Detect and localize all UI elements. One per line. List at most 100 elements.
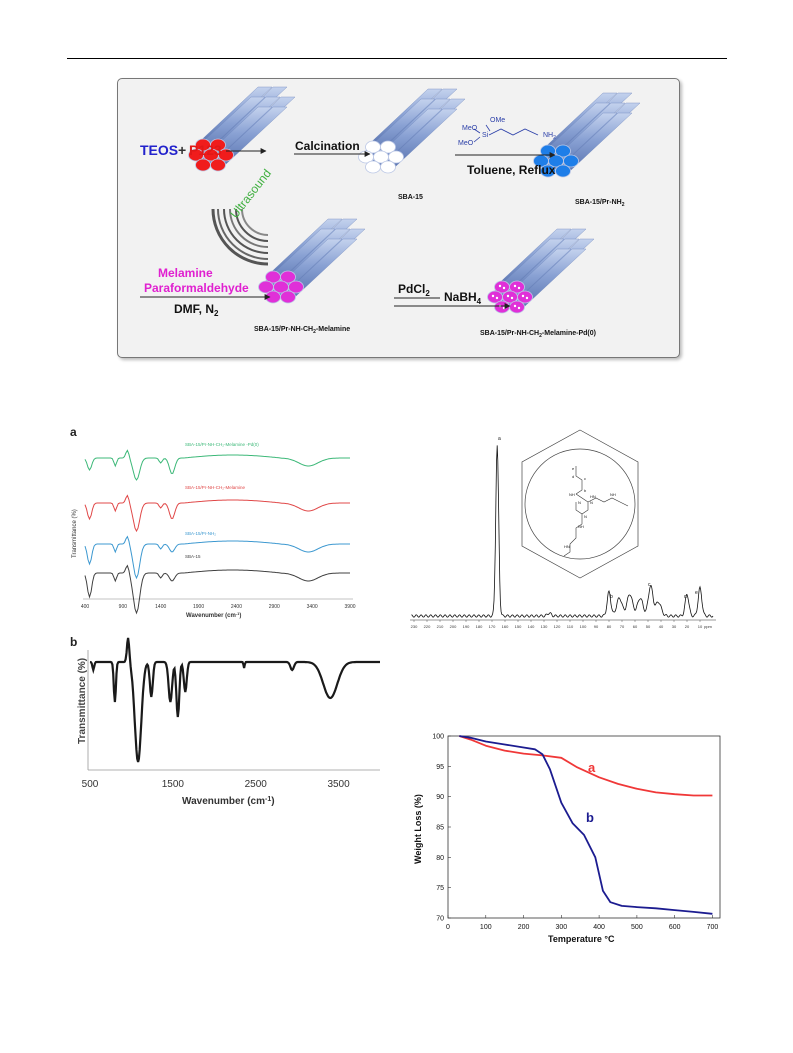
pore-end [555, 164, 571, 178]
tga-x-tick-label: 300 [555, 924, 567, 931]
tga-y-tick-label: 75 [436, 885, 444, 892]
tga-y-tick-label: 100 [432, 734, 444, 741]
nmr-structure-inset: e d c b NH N N N HN NH NH HN [521, 429, 639, 579]
pore-end [365, 160, 381, 174]
ftir-a-series-label-2: SBA-15/Pr-NH-CH₂-Melamine [185, 485, 246, 490]
svg-text:NH2: NH2 [543, 132, 556, 141]
nmr-x-tick-label: 10 [698, 624, 703, 629]
nmr-spectrum-panel: 230 220 210 200 190 180 170 160 150 140 130 120 110 1… [410, 429, 716, 629]
pore-end [563, 154, 579, 168]
ftir-a-x-tick-label: 3400 [307, 604, 318, 610]
ftir-a-series-label-4: SBA-15 [185, 554, 201, 559]
tga-x-tick-label: 0 [446, 924, 450, 931]
ftir-b-spectrum-line [89, 637, 380, 763]
nmr-x-tick-label: 220 [424, 624, 431, 629]
silane-structure: OMe MeO Si MeO NH2 [458, 117, 556, 147]
rod-bundle-melamine [258, 218, 366, 304]
nmr-spectrum-line [411, 445, 714, 618]
nmr-x-tick-label: 30 [672, 624, 677, 629]
ftir-a-x-tick-label: 1900 [193, 604, 204, 610]
nabh4-text: NaBH4 [444, 290, 482, 306]
svg-text:MeO: MeO [458, 140, 474, 147]
nmr-x-tick-label: 50 [646, 624, 651, 629]
tga-xlabel: Temperature °C [548, 934, 615, 944]
nmr-peak-label-b: b [610, 594, 613, 600]
nmr-x-tick-label: 200 [450, 624, 457, 629]
nmr-x-tick-label: 210 [437, 624, 444, 629]
sba15-label: SBA-15 [398, 194, 423, 201]
ftir-b-x-tick-label: 2500 [245, 779, 268, 790]
ftir-panel-b: b Transmittance (%) 500 1500 2500 3500 Wave… [70, 635, 380, 807]
ftir-a-x-tick-label: 2400 [231, 604, 242, 610]
rod-bundle-pd [487, 228, 595, 314]
pore-end [555, 144, 571, 158]
nmr-x-tick-label: 140 [528, 624, 535, 629]
dmf-text: DMF, N2 [174, 302, 219, 318]
pore-end [218, 148, 234, 162]
ftir-a-ylabel: Transmittance (%) [72, 509, 78, 558]
ftir-a-line-prnh2 [84, 535, 350, 580]
nmr-x-tick-label: 150 [515, 624, 522, 629]
svg-text:c: c [584, 476, 586, 481]
svg-text:HN: HN [590, 494, 596, 499]
pore-end [388, 150, 404, 164]
toluene-text: Toluene, Reflux [467, 163, 556, 177]
ftir-a-line-sba15 [84, 564, 350, 615]
nmr-x-tick-label: 90 [594, 624, 599, 629]
nmr-x-tick-label: 230 [411, 624, 418, 629]
pore-end [195, 158, 211, 172]
nmr-x-tick-label: 20 [685, 624, 690, 629]
teos-text: TEOS [140, 142, 178, 158]
tga-series-b-label: b [586, 810, 594, 825]
ftir-a-x-tick-label: 1400 [155, 604, 166, 610]
svg-text:e: e [572, 466, 575, 471]
nmr-x-tick-label: 60 [633, 624, 638, 629]
rod-bundle-prnh2 [533, 92, 641, 178]
pdcl2-text: PdCl2 [398, 282, 430, 298]
nmr-x-tick-label: 70 [620, 624, 625, 629]
ultrasound-icon: Ultrasound [211, 166, 274, 266]
svg-text:NH: NH [578, 524, 584, 529]
pore-end [517, 290, 533, 304]
nmr-peak-label-e: e [695, 590, 698, 596]
ftir-a-x-tick-label: 400 [81, 604, 90, 610]
svg-text:b: b [584, 488, 587, 493]
pore-end [380, 160, 396, 174]
ftir-a-line-melamine [84, 494, 350, 533]
svg-text:MeO: MeO [462, 125, 478, 132]
product-pd-label: SBA-15/Pr-NH-CH2-Melamine-Pd(0) [480, 330, 596, 339]
tga-y-tick-label: 90 [436, 794, 444, 801]
svg-text:NH: NH [569, 492, 575, 497]
svg-text:N: N [584, 514, 587, 519]
svg-text:OMe: OMe [490, 117, 505, 124]
page-header-rule [67, 58, 727, 59]
panel-label-b: b [70, 635, 77, 649]
pore-end [280, 270, 296, 284]
nmr-x-tick-label: 80 [607, 624, 612, 629]
ftir-a-x-tick-label: 2900 [269, 604, 280, 610]
pore-end [280, 290, 296, 304]
tga-y-tick-label: 80 [436, 855, 444, 862]
tga-x-tick-label: 600 [669, 924, 681, 931]
ftir-a-x-tick-label: 900 [119, 604, 128, 610]
svg-text:N: N [578, 500, 581, 505]
svg-text:Si: Si [482, 132, 489, 139]
nmr-x-tick-label: 170 [489, 624, 496, 629]
ftir-b-x-tick-label: 500 [82, 779, 99, 790]
nmr-x-tick-label: 40 [659, 624, 664, 629]
pore-end [210, 158, 226, 172]
rod-bundle-sba15 [358, 88, 466, 174]
tga-series-a-line [459, 735, 713, 797]
tga-x-tick-label: 500 [631, 924, 643, 931]
ftir-a-line-pd [84, 449, 350, 481]
tga-x-tick-label: 700 [707, 924, 719, 931]
pore-end [380, 140, 396, 154]
pore-end [509, 280, 525, 294]
product-melamine-label: SBA-15/Pr-NH-CH2-Melamine [254, 326, 350, 335]
tga-series-a-label: a [588, 760, 596, 775]
melamine-text: Melamine [158, 266, 213, 280]
panel-label-a: a [70, 425, 77, 439]
svg-text:HN: HN [564, 544, 570, 549]
nmr-x-tick-label: 190 [463, 624, 470, 629]
